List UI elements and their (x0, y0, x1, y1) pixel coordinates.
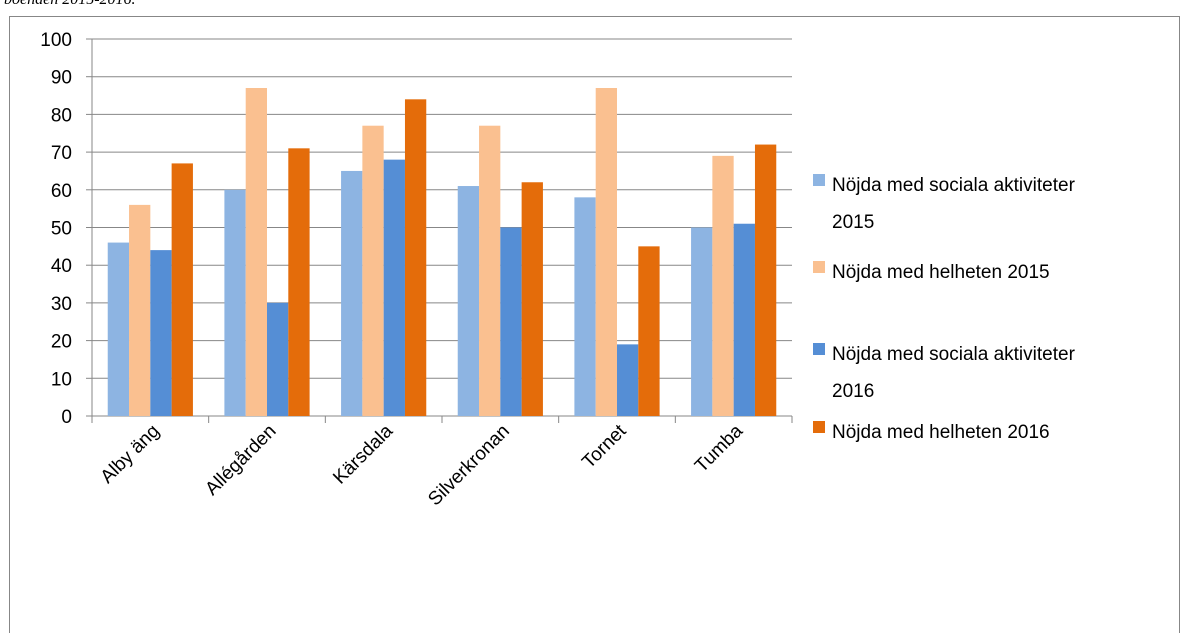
legend-label: 2016 (832, 381, 874, 402)
legend-label: 2015 (832, 212, 874, 233)
x-tick-label: Tornet (578, 420, 631, 473)
bar (150, 250, 172, 416)
bar (129, 204, 151, 416)
x-tick-label: Alby äng (97, 421, 164, 488)
x-tick-label: Silverkronan (424, 421, 514, 511)
bar (638, 246, 660, 416)
legend-swatch (813, 343, 825, 355)
bar (754, 144, 777, 416)
bar (107, 242, 130, 416)
chart-frame (9, 16, 1180, 633)
y-tick-label: 100 (40, 30, 72, 51)
bar (479, 125, 501, 417)
bar (595, 88, 617, 416)
legend-label: Nöjda med helheten 2015 (832, 262, 1050, 283)
bar (245, 88, 267, 416)
legend-swatch (813, 261, 825, 273)
y-tick-label: 10 (51, 369, 72, 390)
bar (224, 189, 246, 416)
y-tick-label: 60 (51, 181, 72, 202)
bar (733, 223, 755, 416)
bar (574, 197, 596, 416)
x-tick-label: Kärsdala (329, 420, 397, 488)
bar (341, 170, 363, 416)
y-tick-label: 30 (51, 294, 72, 315)
y-tick-label: 40 (51, 256, 72, 277)
y-tick-label: 50 (51, 219, 72, 240)
figure-caption: boenden 2015-2016. (4, 0, 136, 9)
bar (521, 182, 543, 416)
legend-label: Nöjda med sociala aktiviteter (832, 344, 1076, 365)
x-tick-label: Tumba (691, 420, 747, 476)
legend-swatch (813, 421, 825, 433)
bar (267, 302, 289, 416)
y-tick-label: 90 (51, 68, 72, 89)
bar (171, 163, 193, 416)
bar (691, 227, 713, 416)
legend-swatch (813, 174, 825, 186)
bar (288, 148, 310, 416)
bar (383, 159, 405, 416)
y-tick-label: 20 (51, 332, 72, 353)
bar (404, 99, 427, 416)
y-tick-label: 70 (51, 143, 72, 164)
y-tick-label: 0 (61, 407, 72, 428)
legend-label: Nöjda med helheten 2016 (832, 422, 1050, 443)
bar (712, 155, 734, 416)
bar (617, 344, 639, 416)
bar (362, 125, 384, 417)
legend-label: Nöjda med sociala aktiviteter (832, 175, 1076, 196)
x-tick-label: Allégården (201, 421, 280, 500)
bar (457, 186, 480, 416)
bar (500, 227, 522, 416)
y-tick-label: 80 (51, 105, 72, 126)
